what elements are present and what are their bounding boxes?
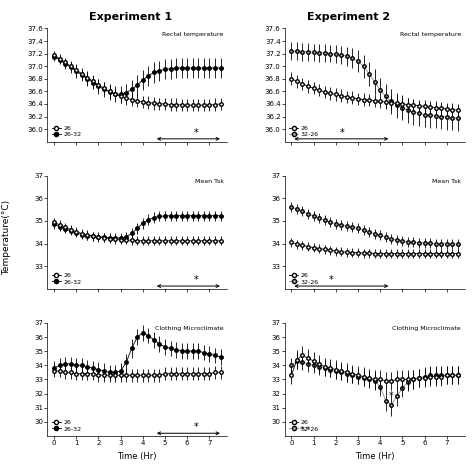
Text: *: * bbox=[389, 391, 393, 401]
Legend: 26, 26-32: 26, 26-32 bbox=[51, 271, 82, 286]
Text: *: * bbox=[194, 275, 199, 285]
Text: *: * bbox=[292, 426, 297, 435]
Legend: 26, 26-32: 26, 26-32 bbox=[51, 124, 82, 138]
Text: Experiment 1: Experiment 1 bbox=[89, 12, 172, 22]
Text: Mean Tsk: Mean Tsk bbox=[432, 179, 461, 184]
X-axis label: Time (Hr): Time (Hr) bbox=[118, 452, 157, 461]
Text: *: * bbox=[194, 422, 199, 432]
Legend: 26, 32-26: 26, 32-26 bbox=[288, 419, 320, 433]
Text: *: * bbox=[340, 128, 345, 138]
Text: *: * bbox=[329, 275, 334, 285]
Text: Clothing Microclimate: Clothing Microclimate bbox=[155, 326, 224, 331]
Legend: 26, 32-26: 26, 32-26 bbox=[288, 271, 320, 286]
Text: *: * bbox=[299, 426, 303, 435]
Text: Rectal temperature: Rectal temperature bbox=[163, 32, 224, 37]
Text: Mean Tsk: Mean Tsk bbox=[195, 179, 224, 184]
Legend: 26, 32-26: 26, 32-26 bbox=[288, 124, 320, 138]
X-axis label: Time (Hr): Time (Hr) bbox=[355, 452, 394, 461]
Text: *: * bbox=[194, 128, 199, 138]
Text: Experiment 2: Experiment 2 bbox=[307, 12, 390, 22]
Text: Rectal temperature: Rectal temperature bbox=[400, 32, 461, 37]
Text: Temperature(°C): Temperature(°C) bbox=[2, 200, 11, 274]
Text: *: * bbox=[306, 426, 310, 435]
Legend: 26, 26-32: 26, 26-32 bbox=[51, 419, 82, 433]
Text: Clothing Microclimate: Clothing Microclimate bbox=[392, 326, 461, 331]
